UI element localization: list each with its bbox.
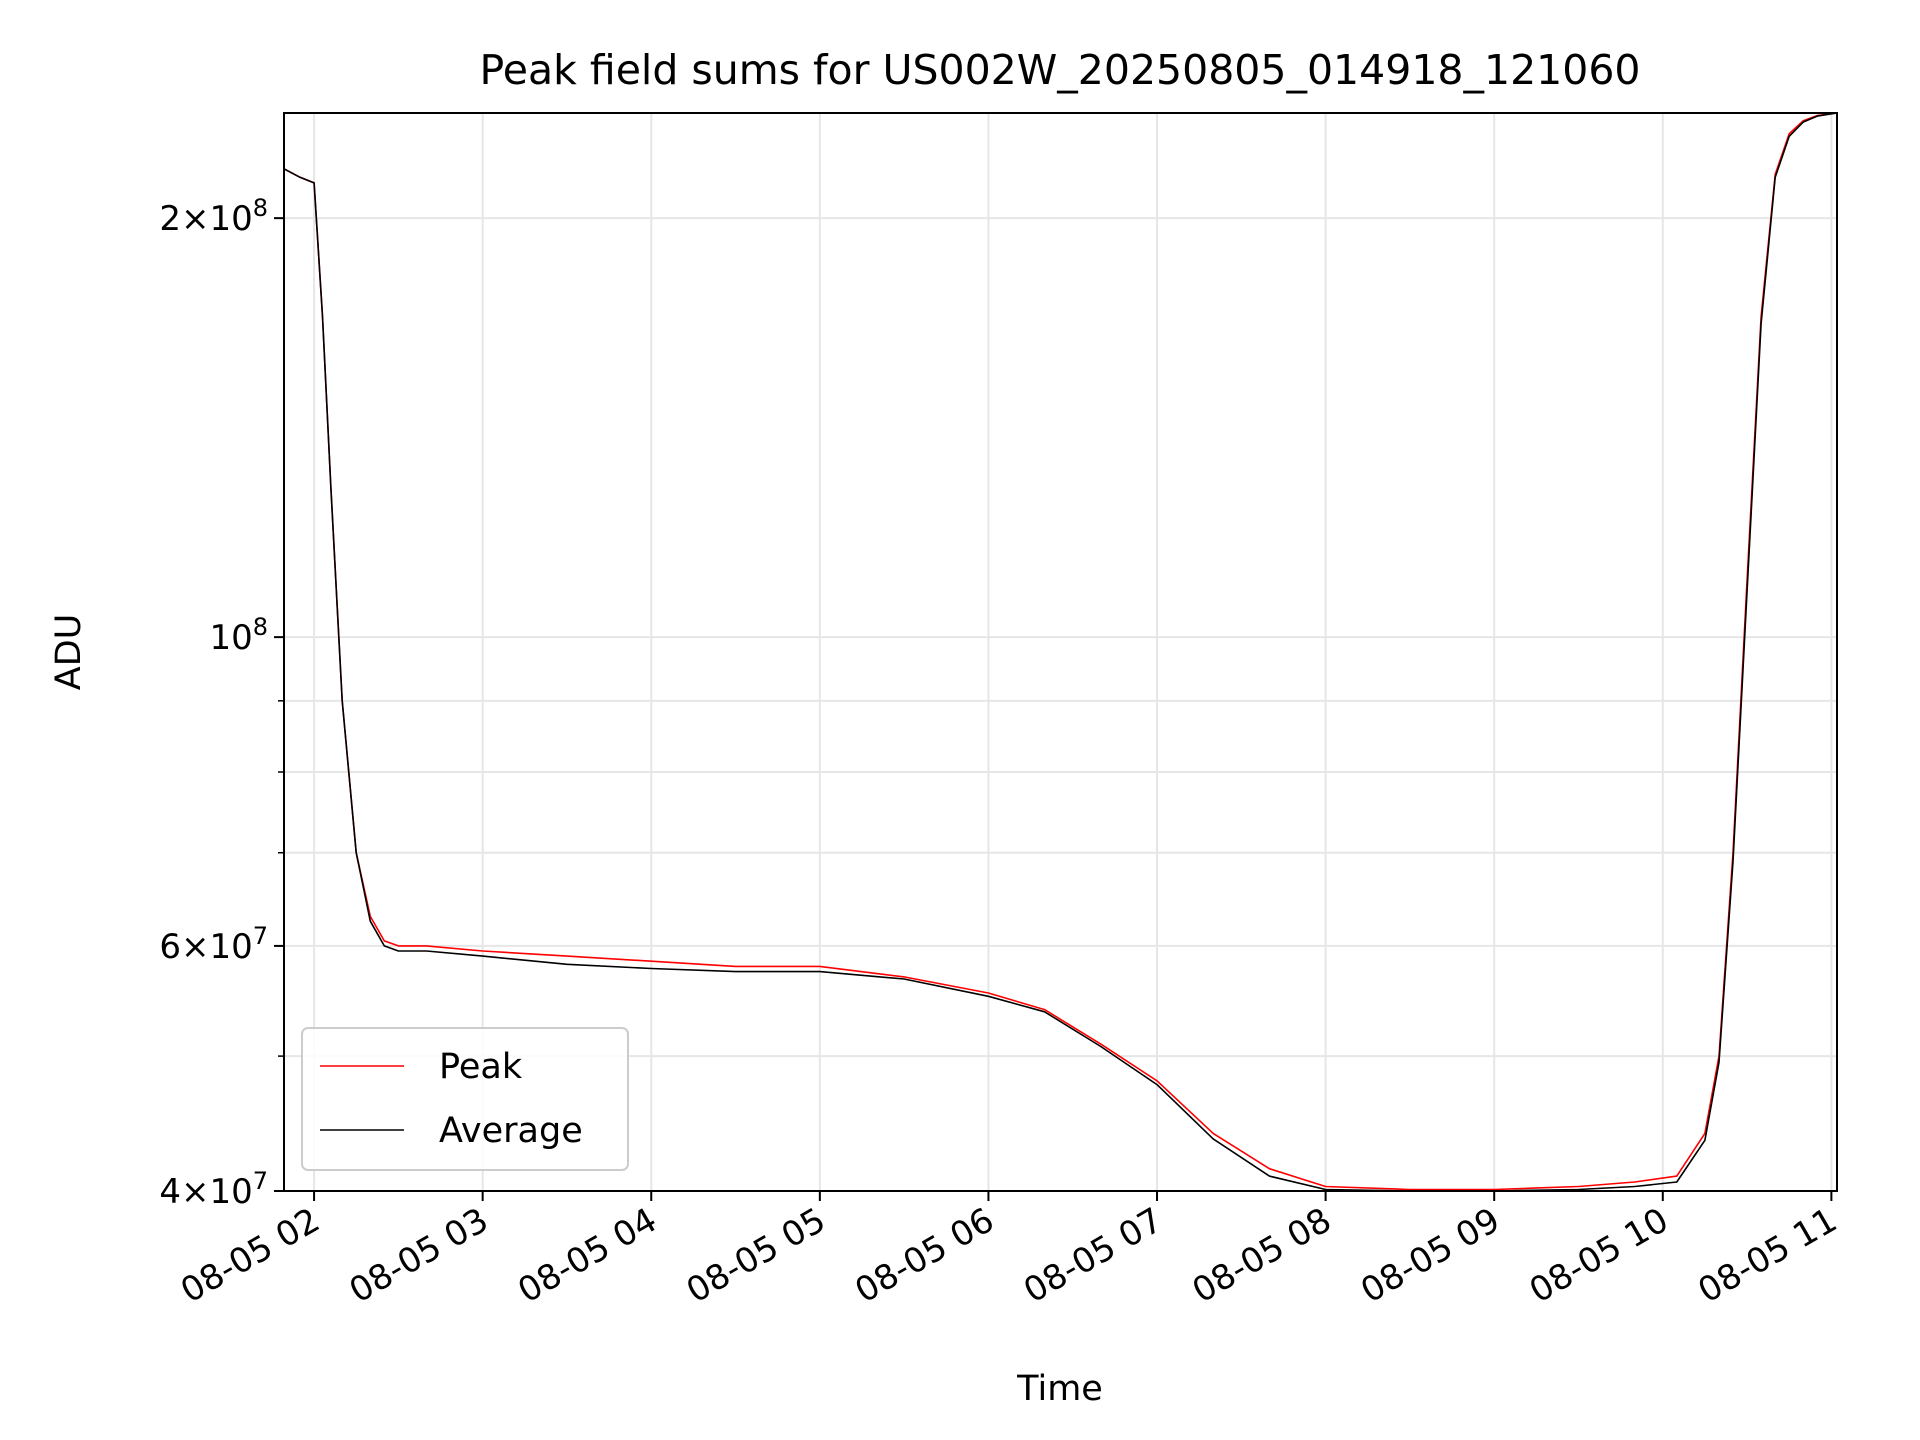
legend-box — [301, 1027, 629, 1171]
chart-title: Peak field sums for US002W_20250805_0149… — [479, 46, 1640, 94]
legend: Peak Average — [301, 1027, 629, 1171]
legend-label-average: Average — [439, 1111, 583, 1151]
plot-series — [283, 112, 1838, 1192]
series-line-average — [283, 112, 1838, 1192]
y-tick-label: 6×107 — [159, 922, 268, 967]
plot-frame — [283, 112, 1838, 1192]
legend-label-peak: Peak — [439, 1047, 523, 1087]
x-axis-label: Time — [1016, 1369, 1103, 1409]
y-tick-label: 108 — [209, 613, 268, 658]
y-tick-label: 2×108 — [159, 194, 268, 239]
y-axis: 4×107 6×107 108 2×108 — [159, 194, 284, 1212]
y-tick-label: 4×107 — [159, 1167, 268, 1212]
y-axis-label: ADU — [49, 614, 89, 691]
